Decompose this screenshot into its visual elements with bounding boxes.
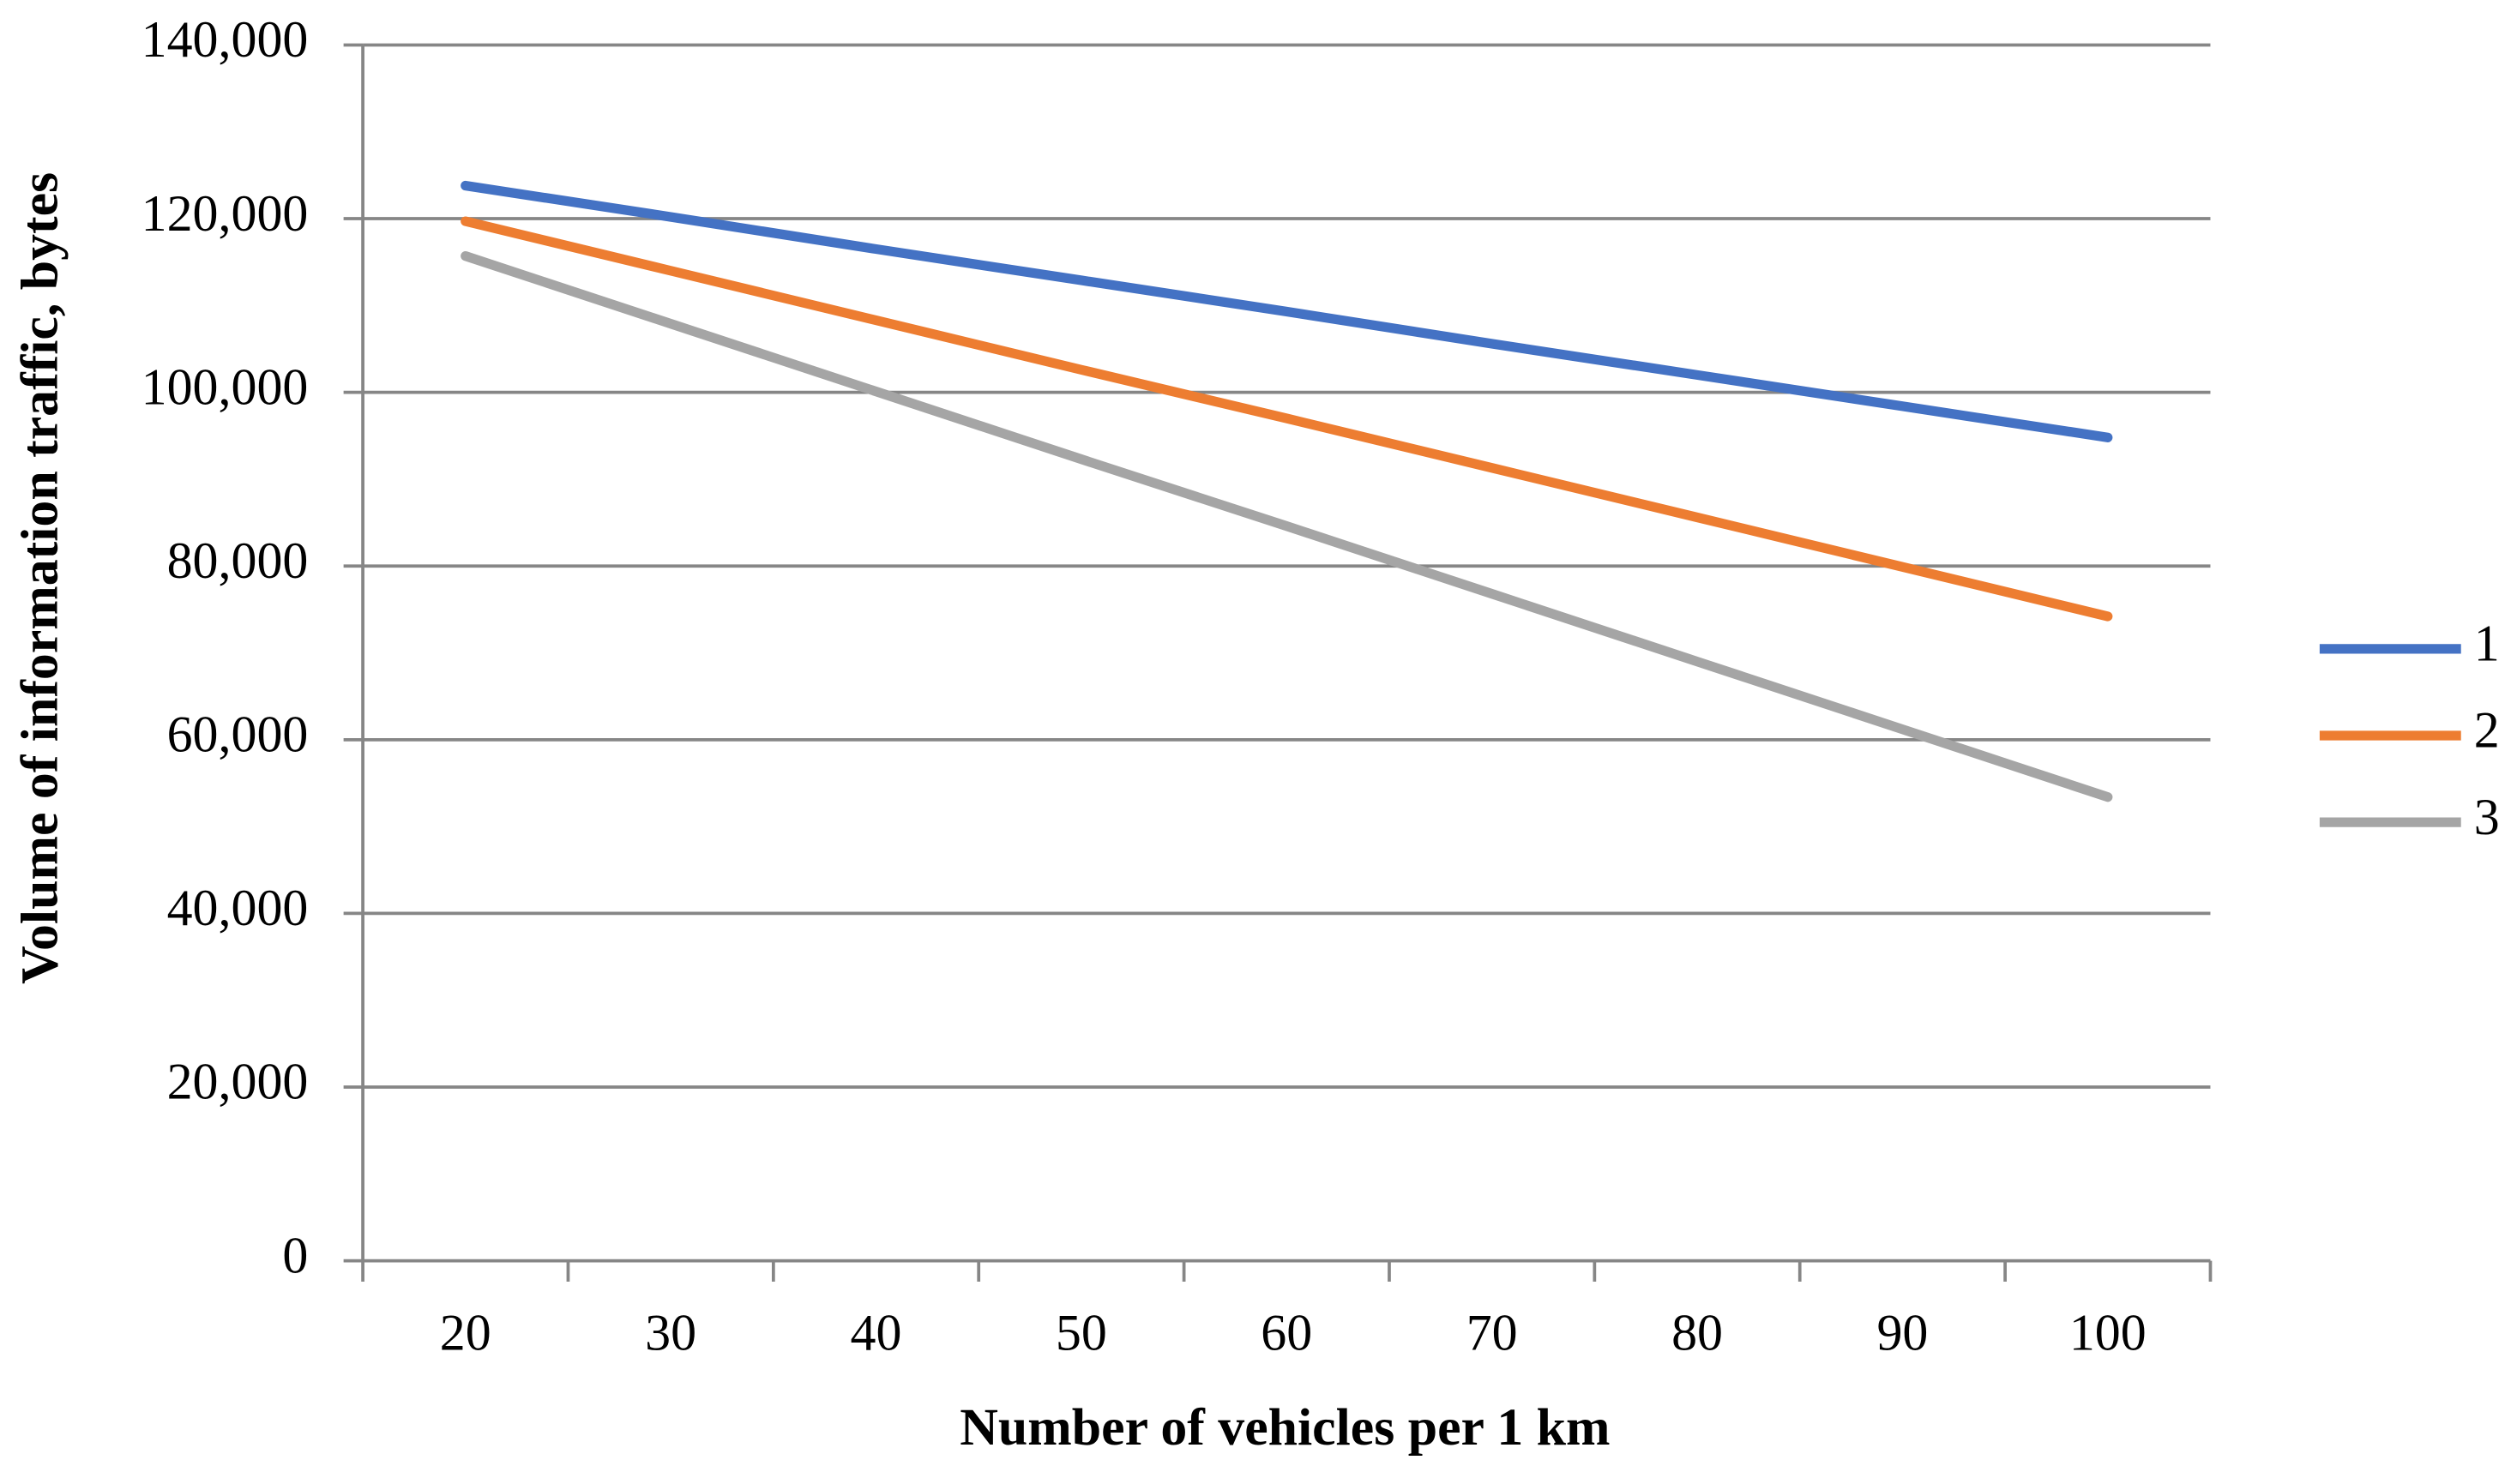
legend-label: 3 <box>2474 789 2500 845</box>
y-tick-label: 100,000 <box>142 358 309 415</box>
x-tick-label: 40 <box>851 1304 902 1361</box>
y-tick-label: 120,000 <box>142 185 309 242</box>
y-axis-title: Volume of information traffic, bytes <box>10 172 69 984</box>
x-tick-label: 50 <box>1056 1304 1107 1361</box>
legend-label: 1 <box>2474 616 2500 672</box>
series-line <box>461 180 2113 442</box>
legend-label: 2 <box>2474 702 2500 759</box>
x-tick-label: 90 <box>1876 1304 1928 1361</box>
x-tick-label: 30 <box>645 1304 696 1361</box>
y-tick-label: 0 <box>282 1227 308 1283</box>
y-tick-label: 140,000 <box>142 11 309 68</box>
x-axis-title: Number of vehicles per 1 km <box>960 1398 1610 1457</box>
x-tick-label: 100 <box>2069 1304 2147 1361</box>
x-tick-label: 60 <box>1261 1304 1312 1361</box>
x-tick-label: 20 <box>440 1304 491 1361</box>
y-tick-label: 40,000 <box>167 880 309 936</box>
y-tick-label: 80,000 <box>167 532 309 589</box>
y-tick-label: 20,000 <box>167 1054 309 1110</box>
x-tick-label: 80 <box>1671 1304 1723 1361</box>
series-line <box>461 250 2113 802</box>
series-line <box>461 216 2113 622</box>
x-tick-label: 70 <box>1466 1304 1518 1361</box>
y-tick-label: 60,000 <box>167 706 309 763</box>
